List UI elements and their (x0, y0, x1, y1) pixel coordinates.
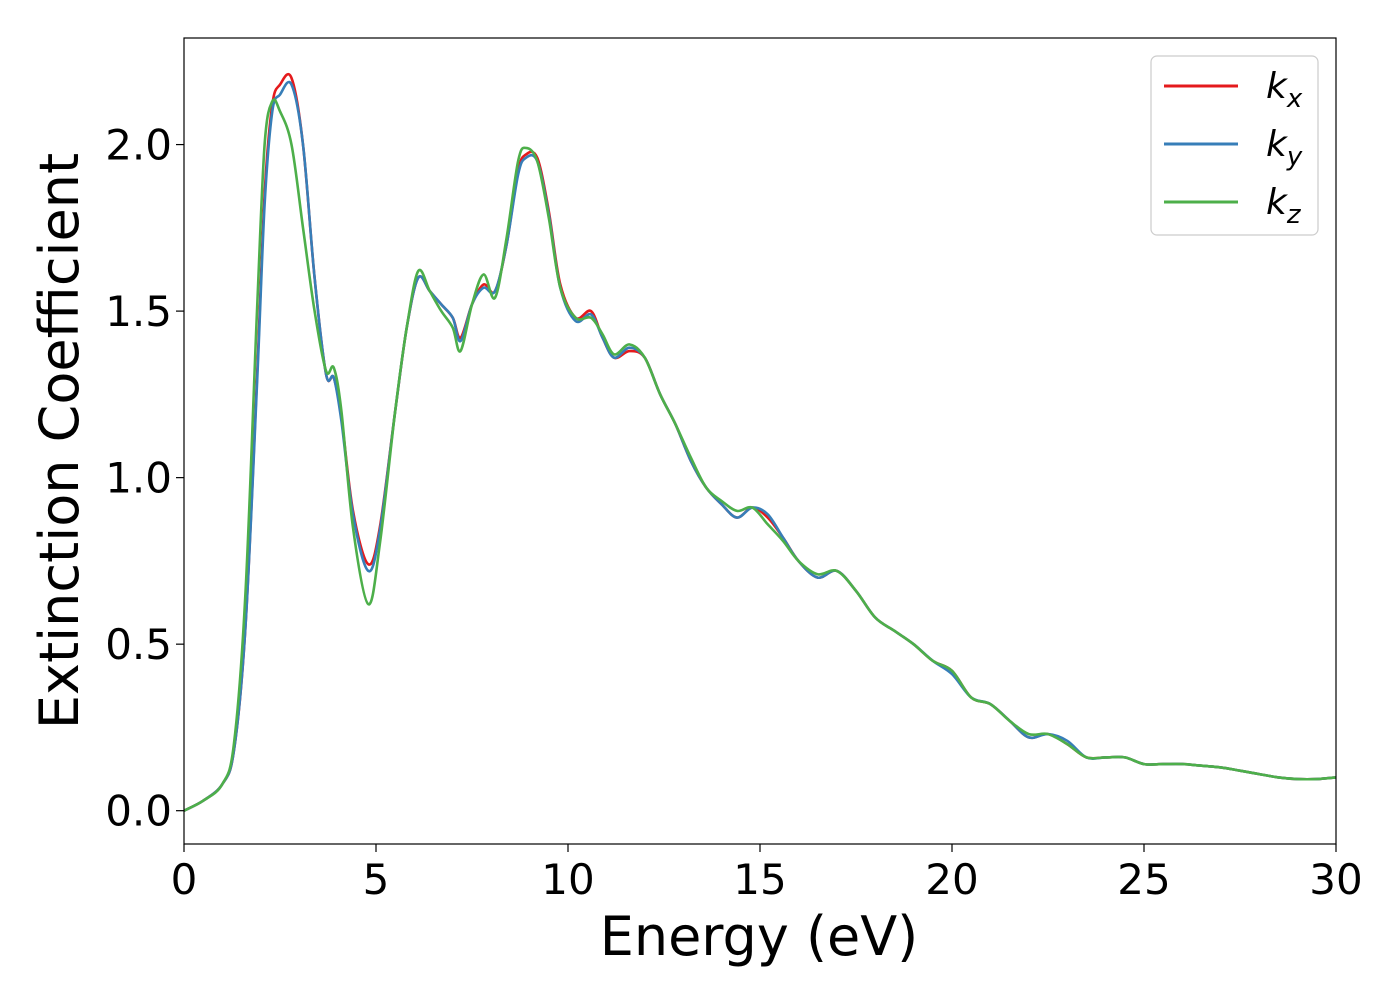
y-tick-label: 0.5 (105, 620, 172, 669)
labels-layer: Energy (eV) Extinction Coefficient (28, 153, 918, 968)
x-tick-label: 15 (733, 855, 786, 904)
x-tick-label: 20 (925, 855, 978, 904)
x-tick-label: 10 (541, 855, 594, 904)
x-tick-label: 30 (1309, 855, 1362, 904)
x-tick-label: 0 (171, 855, 198, 904)
x-tick-label: 5 (363, 855, 390, 904)
ticks-layer: 0 5 10 15 20 25 30 0.0 0.5 1.0 1.5 2.0 (105, 121, 1363, 904)
y-tick-label: 0.0 (105, 787, 172, 836)
legend-label-z: kz (1266, 182, 1302, 230)
x-tick-label: 25 (1117, 855, 1170, 904)
y-tick-label: 1.5 (105, 287, 172, 336)
x-axis-label: Energy (eV) (600, 905, 919, 968)
y-tick-label: 2.0 (105, 121, 172, 170)
legend-label-x: kx (1266, 66, 1303, 114)
series-line-z (184, 98, 1336, 812)
y-tick-label: 1.0 (105, 454, 172, 503)
legend-label-y: ky (1266, 124, 1303, 172)
series-layer (184, 72, 1336, 812)
y-axis-label: Extinction Coefficient (28, 153, 91, 729)
legend: kx ky kz (1150, 55, 1319, 236)
